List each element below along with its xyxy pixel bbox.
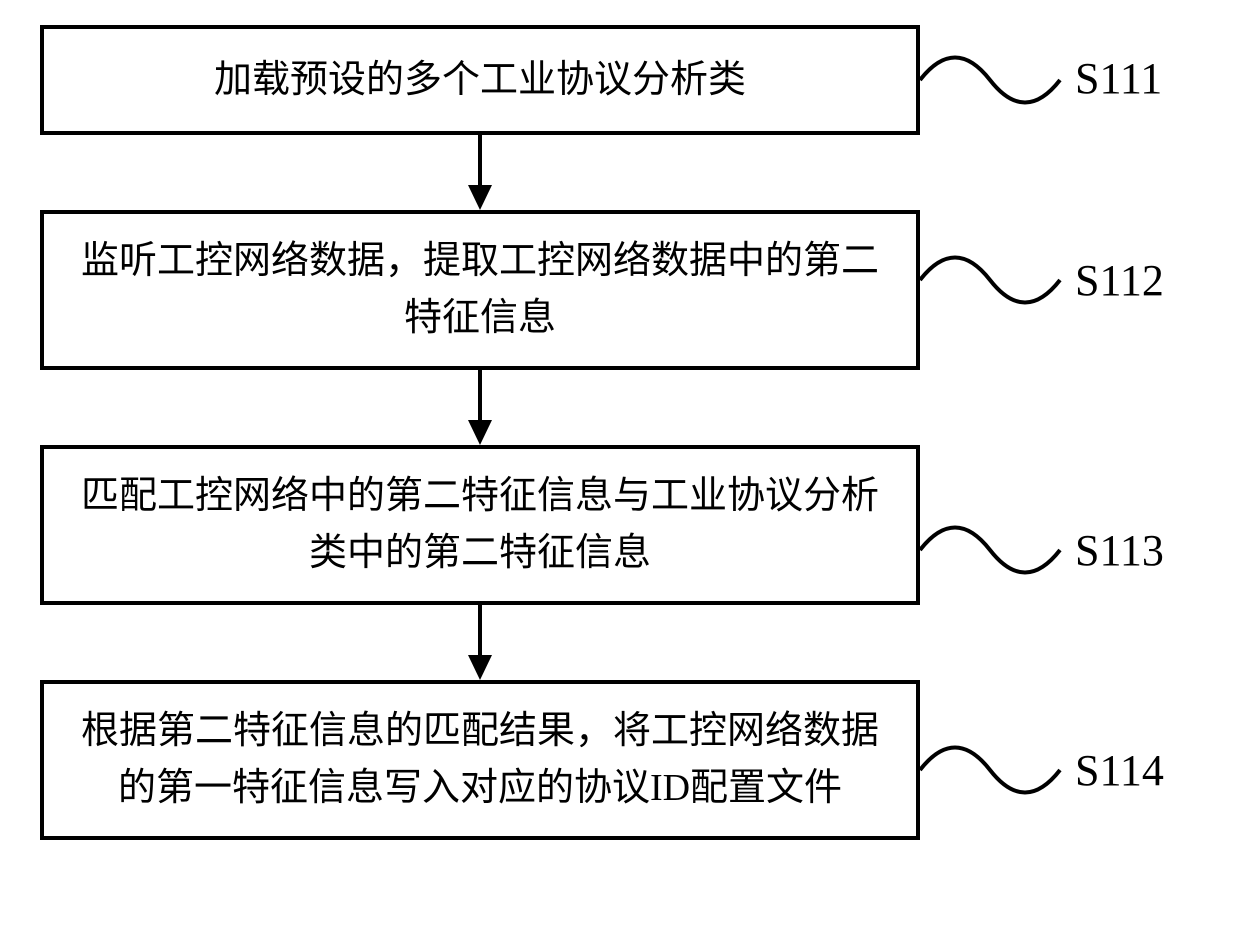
down-arrow-icon [460, 135, 500, 210]
connector-s114: S114 [920, 680, 1200, 840]
step-label-s111: S111 [1075, 53, 1162, 104]
step-box-s111: 加载预设的多个工业协议分析类 [40, 25, 920, 135]
step-label-s113: S113 [1075, 525, 1164, 576]
arrow-3 [40, 605, 920, 680]
step-box-s112: 监听工控网络数据，提取工控网络数据中的第二特征信息 [40, 210, 920, 370]
step-text: 根据第二特征信息的匹配结果，将工控网络数据的第一特征信息写入对应的协议ID配置文… [74, 703, 886, 817]
flowchart-container: 加载预设的多个工业协议分析类 S111 监听工控网络数据，提取工控网络数据中的第… [40, 25, 1200, 840]
down-arrow-icon [460, 370, 500, 445]
step-box-s113: 匹配工控网络中的第二特征信息与工业协议分析类中的第二特征信息 [40, 445, 920, 605]
down-arrow-icon [460, 605, 500, 680]
step-box-s114: 根据第二特征信息的匹配结果，将工控网络数据的第一特征信息写入对应的协议ID配置文… [40, 680, 920, 840]
step-label-s114: S114 [1075, 745, 1164, 796]
step-row-s111: 加载预设的多个工业协议分析类 S111 [40, 25, 1200, 135]
step-text: 监听工控网络数据，提取工控网络数据中的第二特征信息 [74, 233, 886, 347]
connector-s113: S113 [920, 445, 1200, 605]
step-row-s114: 根据第二特征信息的匹配结果，将工控网络数据的第一特征信息写入对应的协议ID配置文… [40, 680, 1200, 840]
step-text: 匹配工控网络中的第二特征信息与工业协议分析类中的第二特征信息 [74, 468, 886, 582]
arrow-1 [40, 135, 920, 210]
arrow-2 [40, 370, 920, 445]
step-label-s112: S112 [1075, 255, 1164, 306]
step-row-s112: 监听工控网络数据，提取工控网络数据中的第二特征信息 S112 [40, 210, 1200, 370]
step-text: 加载预设的多个工业协议分析类 [214, 52, 746, 109]
step-row-s113: 匹配工控网络中的第二特征信息与工业协议分析类中的第二特征信息 S113 [40, 445, 1200, 605]
connector-s112: S112 [920, 210, 1200, 370]
connector-s111: S111 [920, 25, 1200, 135]
